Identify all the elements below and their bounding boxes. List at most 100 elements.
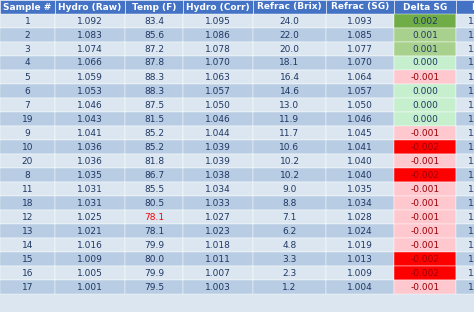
- Text: 1.078: 1.078: [205, 45, 231, 53]
- Text: 78.1: 78.1: [144, 212, 164, 222]
- Bar: [125, 112, 183, 126]
- Text: 1.063: 1.063: [205, 72, 231, 81]
- Text: 1.036: 1.036: [77, 157, 103, 165]
- Bar: [183, 70, 253, 84]
- Bar: [0, 224, 55, 238]
- Text: -0.001: -0.001: [410, 227, 439, 236]
- Text: 1.035: 1.035: [77, 170, 103, 179]
- Text: 5: 5: [25, 72, 30, 81]
- Bar: [0, 140, 55, 154]
- Bar: [55, 140, 125, 154]
- Text: Temp (F): Temp (F): [132, 2, 176, 12]
- Bar: [253, 266, 326, 280]
- Bar: [456, 28, 474, 42]
- Text: 1.041: 1.041: [347, 143, 373, 152]
- Bar: [394, 168, 456, 182]
- Bar: [456, 126, 474, 140]
- Bar: [55, 168, 125, 182]
- Text: 1.005: 1.005: [77, 269, 103, 277]
- Text: 7: 7: [25, 100, 30, 110]
- Bar: [394, 280, 456, 294]
- Bar: [326, 14, 394, 28]
- Bar: [253, 84, 326, 98]
- Text: 1.041: 1.041: [77, 129, 103, 138]
- Bar: [253, 140, 326, 154]
- Text: -0.002: -0.002: [410, 143, 439, 152]
- Text: 1.039: 1.039: [205, 143, 231, 152]
- Bar: [253, 210, 326, 224]
- Bar: [394, 42, 456, 56]
- Bar: [394, 84, 456, 98]
- Bar: [125, 0, 183, 14]
- Text: 14.6: 14.6: [280, 86, 300, 95]
- Text: 1.06973: 1.06973: [468, 129, 474, 138]
- Text: 1.16352: 1.16352: [468, 255, 474, 264]
- Text: 85.2: 85.2: [144, 129, 164, 138]
- Bar: [125, 98, 183, 112]
- Bar: [55, 252, 125, 266]
- Bar: [394, 98, 456, 112]
- Text: 1.034: 1.034: [347, 198, 373, 207]
- Text: 11.7: 11.7: [280, 129, 300, 138]
- Text: 20: 20: [22, 157, 33, 165]
- Bar: [55, 14, 125, 28]
- Text: 1.036: 1.036: [77, 143, 103, 152]
- Text: 79.9: 79.9: [144, 269, 164, 277]
- Text: -0.001: -0.001: [410, 72, 439, 81]
- Text: 18.1: 18.1: [280, 58, 300, 67]
- Text: 6: 6: [25, 86, 30, 95]
- Text: 85.2: 85.2: [144, 143, 164, 152]
- Text: 1.092: 1.092: [77, 17, 103, 26]
- Bar: [394, 210, 456, 224]
- Bar: [253, 14, 326, 28]
- Text: 10: 10: [22, 143, 33, 152]
- Text: 0.000: 0.000: [412, 58, 438, 67]
- Text: 0.000: 0.000: [412, 115, 438, 124]
- Text: Hydro (Corr): Hydro (Corr): [186, 2, 250, 12]
- Bar: [253, 70, 326, 84]
- Bar: [394, 238, 456, 252]
- Text: 1.06393: 1.06393: [468, 31, 474, 40]
- Bar: [0, 266, 55, 280]
- Bar: [253, 42, 326, 56]
- Bar: [183, 98, 253, 112]
- Bar: [55, 98, 125, 112]
- Bar: [456, 168, 474, 182]
- Text: 1.018: 1.018: [205, 241, 231, 250]
- Text: 85.5: 85.5: [144, 184, 164, 193]
- Text: 13.0: 13.0: [280, 100, 300, 110]
- Text: 1.003: 1.003: [205, 282, 231, 291]
- Bar: [125, 14, 183, 28]
- Text: 1.070: 1.070: [347, 58, 373, 67]
- Bar: [456, 238, 474, 252]
- Bar: [326, 168, 394, 182]
- Bar: [326, 238, 394, 252]
- Bar: [55, 210, 125, 224]
- Text: 11.9: 11.9: [280, 115, 300, 124]
- Bar: [253, 224, 326, 238]
- Bar: [326, 28, 394, 42]
- Bar: [0, 112, 55, 126]
- Text: 0.001: 0.001: [412, 45, 438, 53]
- Bar: [326, 182, 394, 196]
- Bar: [456, 154, 474, 168]
- Bar: [183, 140, 253, 154]
- Bar: [125, 224, 183, 238]
- Bar: [253, 196, 326, 210]
- Text: 1.06373: 1.06373: [468, 227, 474, 236]
- Bar: [394, 28, 456, 42]
- Bar: [0, 168, 55, 182]
- Bar: [326, 196, 394, 210]
- Text: 1.04278: 1.04278: [468, 86, 474, 95]
- Text: 1.58933: 1.58933: [468, 282, 474, 291]
- Text: 1.057: 1.057: [205, 86, 231, 95]
- Text: 1.06435: 1.06435: [468, 72, 474, 81]
- Text: 10.6: 10.6: [280, 143, 300, 152]
- Text: 83.4: 83.4: [144, 17, 164, 26]
- Text: 13: 13: [22, 227, 33, 236]
- Text: 10.2: 10.2: [280, 157, 300, 165]
- Bar: [55, 28, 125, 42]
- Bar: [326, 266, 394, 280]
- Bar: [394, 252, 456, 266]
- Text: 88.3: 88.3: [144, 86, 164, 95]
